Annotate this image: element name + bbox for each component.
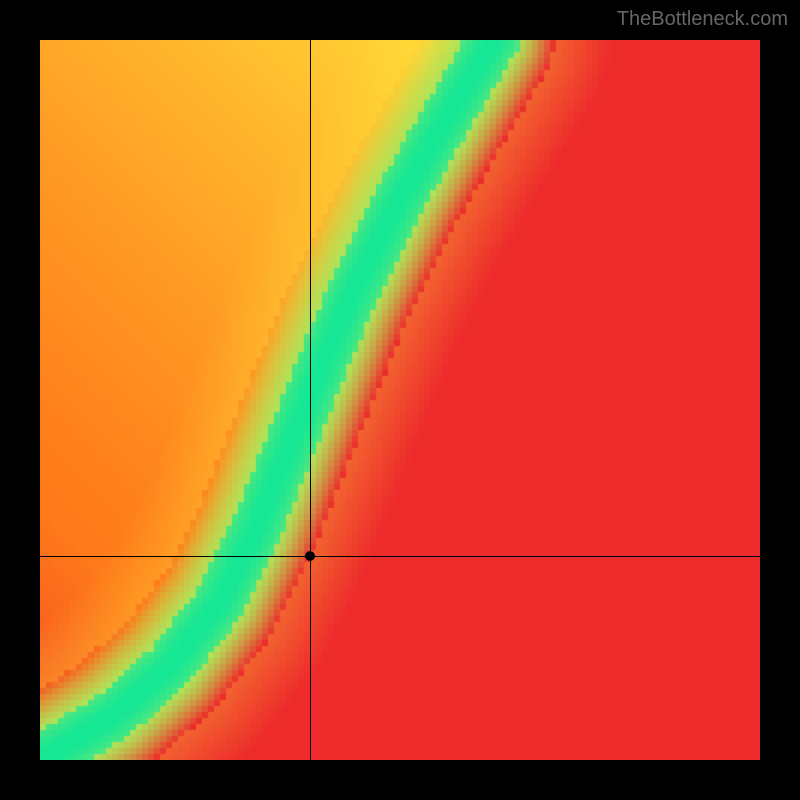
watermark-text: TheBottleneck.com <box>617 8 788 31</box>
heatmap-canvas <box>40 40 760 760</box>
crosshair-vertical <box>310 40 311 760</box>
crosshair-marker[interactable] <box>305 551 315 561</box>
plot-area <box>40 40 760 760</box>
crosshair-horizontal <box>40 556 760 557</box>
